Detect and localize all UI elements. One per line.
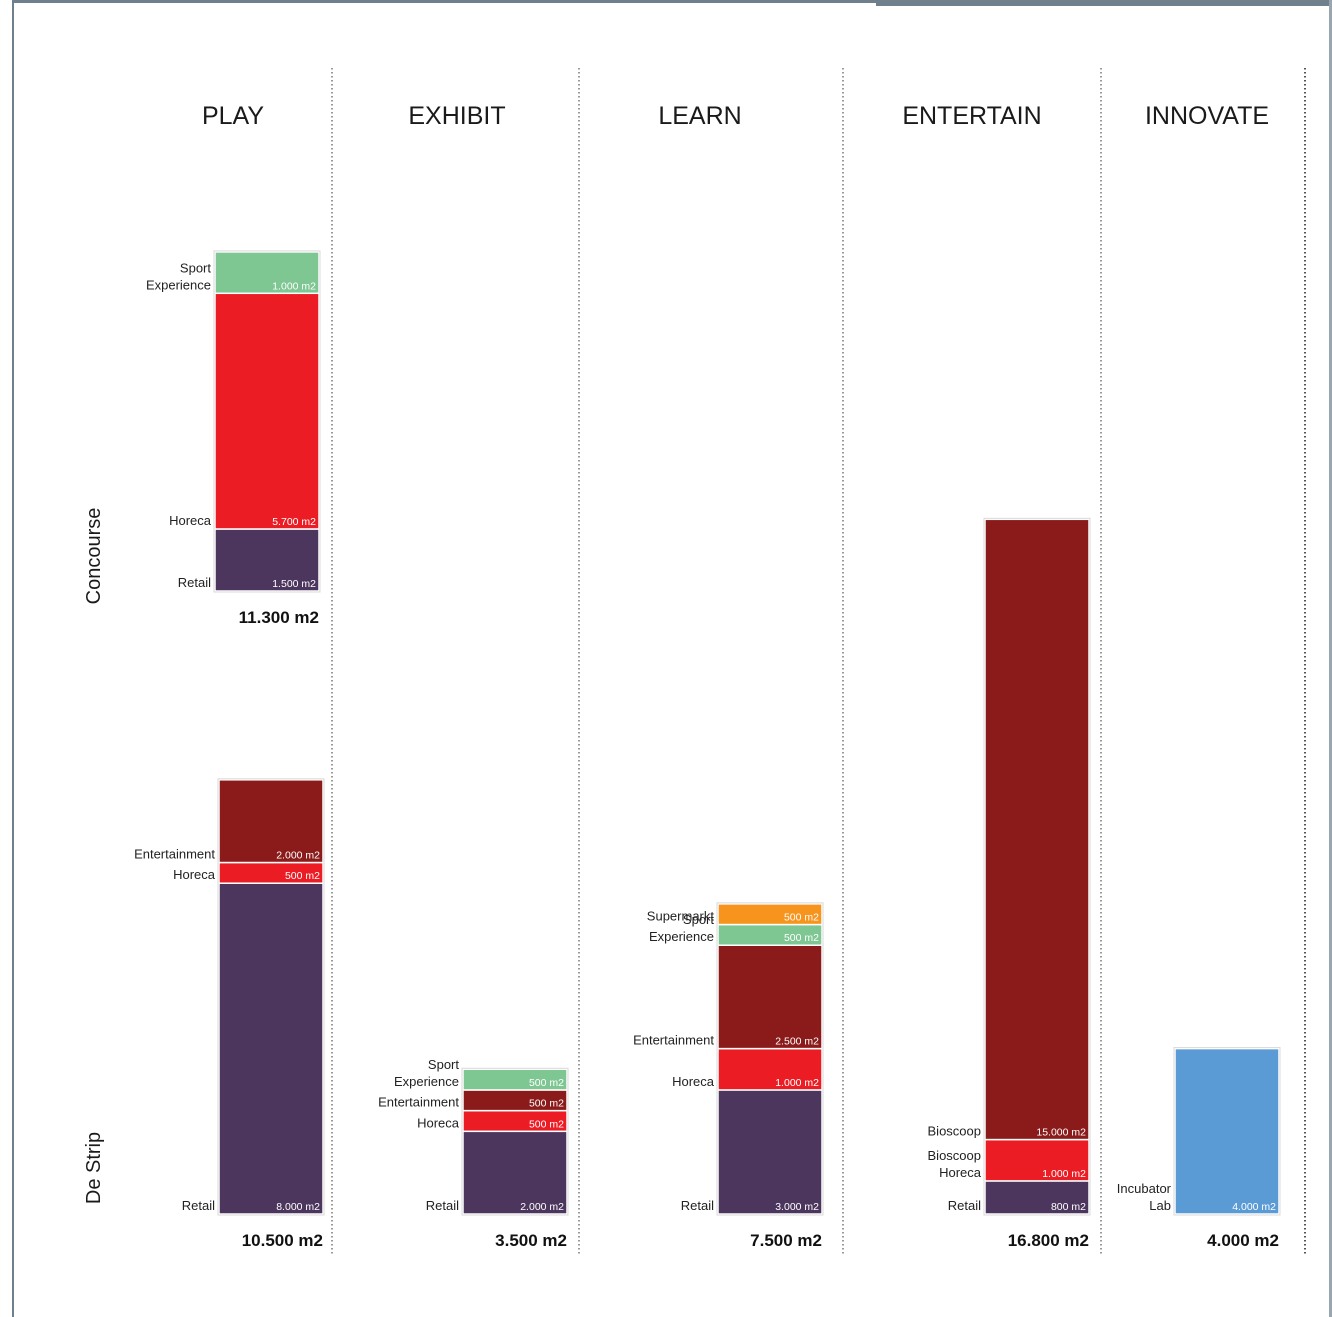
column-headers: PLAY EXHIBIT LEARN ENTERTAIN INNOVATE [202,102,1269,130]
segment-category-label: Sport [683,912,714,927]
frame-top-border [12,0,876,3]
bar-segment-supermarkt [717,903,823,926]
bar-total-label: 4.000 m2 [1207,1231,1279,1250]
column-header-entertain: ENTERTAIN [902,102,1041,130]
bar-exhibit-de-strip: 2.000 m2 Retail 500 m2 Horeca 500 m2 Entertai… [378,1057,569,1250]
segment-value-label: 5.700 m2 [272,516,316,528]
segment-category-label: Entertainment [134,847,215,862]
segment-category-label: Incubator [1117,1181,1172,1196]
segment-category-label: Horeca [169,513,212,528]
bar-segment-horeca [717,1047,823,1091]
segment-category-label: Bioscoop [928,1148,981,1163]
bar-outline [217,778,325,1216]
bar-segment-horeca [214,292,320,530]
bar-segment-retail [214,528,320,592]
bar-play-de-strip: 8.000 m2 Retail 500 m2 Horeca 2.000 m2 Entert… [134,778,325,1250]
frame-left-border [12,0,14,1317]
column-header-play: PLAY [202,102,264,130]
segment-value-label: 1.000 m2 [775,1077,819,1089]
bar-segment-incubator-lab [1174,1047,1280,1215]
segment-category-label: Experience [146,277,211,292]
stacked-bars: 1.500 m2 Retail 5.700 m2 Horeca 1.000 m2 Spor… [134,250,1281,1250]
bar-outline [716,902,824,1216]
frame-top-right-border [876,0,1332,6]
segment-category-label: Lab [1149,1198,1171,1213]
segment-value-label: 1.000 m2 [272,280,316,292]
segment-category-label: Experience [649,929,714,944]
segment-category-label: Retail [182,1198,215,1213]
segment-value-label: 2.500 m2 [775,1036,819,1048]
bar-segment-retail [717,1089,823,1215]
segment-value-label: 500 m2 [784,912,819,924]
frame-right-border [1329,0,1332,1317]
bar-total-label: 7.500 m2 [750,1231,822,1250]
column-header-exhibit: EXHIBIT [408,102,505,130]
segment-category-label: Bioscoop [928,1124,981,1139]
segment-category-label: Sport [180,260,211,275]
bar-learn-de-strip: 3.000 m2 Retail 1.000 m2 Horeca 2.500 m2 Ente… [633,902,824,1250]
bar-segment-entertainment [218,779,324,864]
bar-entertain-de-strip: 800 m2 Retail 1.000 m2 Bioscoop Horeca 15.000… [928,517,1091,1250]
segment-value-label: 8.000 m2 [276,1201,320,1213]
bar-segment-retail [462,1130,568,1215]
bar-total-label: 3.500 m2 [495,1231,567,1250]
segment-value-label: 500 m2 [784,932,819,944]
segment-value-label: 500 m2 [285,870,320,882]
segment-value-label: 4.000 m2 [1232,1201,1276,1213]
segment-value-label: 1.000 m2 [1042,1168,1086,1180]
segment-value-label: 1.500 m2 [272,578,316,590]
segment-value-label: 500 m2 [529,1098,564,1110]
segment-value-label: 500 m2 [529,1118,564,1130]
segment-value-label: 2.000 m2 [276,850,320,862]
bar-outline [983,517,1091,1216]
bar-total-label: 16.800 m2 [1008,1231,1089,1250]
segment-category-label: Sport [428,1057,459,1072]
bar-total-label: 11.300 m2 [239,608,319,627]
bar-segment-bioscoop-horeca [984,1138,1090,1182]
segment-category-label: Horeca [173,867,216,882]
column-dividers [331,68,1306,1255]
bar-segment-retail [984,1180,1090,1215]
segment-category-label: Horeca [672,1074,715,1089]
segment-category-label: Retail [681,1198,714,1213]
bar-segment-bioscoop [984,518,1090,1141]
row-labels: Concourse De Strip [83,508,105,1204]
segment-value-label: 2.000 m2 [520,1201,564,1213]
segment-category-label: Horeca [417,1115,460,1130]
row-label-de-strip: De Strip [83,1132,105,1204]
bar-outline [461,1067,569,1216]
segment-category-label: Retail [426,1198,459,1213]
segment-category-label: Experience [394,1074,459,1089]
bar-outline [1173,1047,1281,1216]
row-label-concourse: Concourse [83,508,105,605]
bar-segment-sport-experience [462,1068,568,1091]
column-header-learn: LEARN [658,102,741,130]
segment-value-label: 800 m2 [1051,1201,1086,1213]
segment-category-label: Retail [948,1198,981,1213]
bar-outline [213,250,321,593]
column-header-innovate: INNOVATE [1145,102,1269,130]
segment-value-label: 500 m2 [529,1077,564,1089]
bar-segment-sport-experience [214,251,320,295]
segment-category-label: Retail [178,575,211,590]
segment-category-label: Supermarkt [647,909,715,924]
segment-value-label: 15.000 m2 [1036,1127,1086,1139]
segment-value-label: 3.000 m2 [775,1201,819,1213]
bar-total-label: 10.500 m2 [242,1231,323,1250]
segment-category-label: Entertainment [633,1033,714,1048]
bar-innovate-de-strip: 4.000 m2 Incubator Lab 4.000 m2 [1117,1047,1281,1250]
bar-segment-retail [218,882,324,1215]
bar-play-concourse: 1.500 m2 Retail 5.700 m2 Horeca 1.000 m2 Spor… [146,250,321,627]
segment-category-label: Horeca [939,1165,982,1180]
bar-segment-entertainment [717,944,823,1050]
segment-category-label: Entertainment [378,1095,459,1110]
